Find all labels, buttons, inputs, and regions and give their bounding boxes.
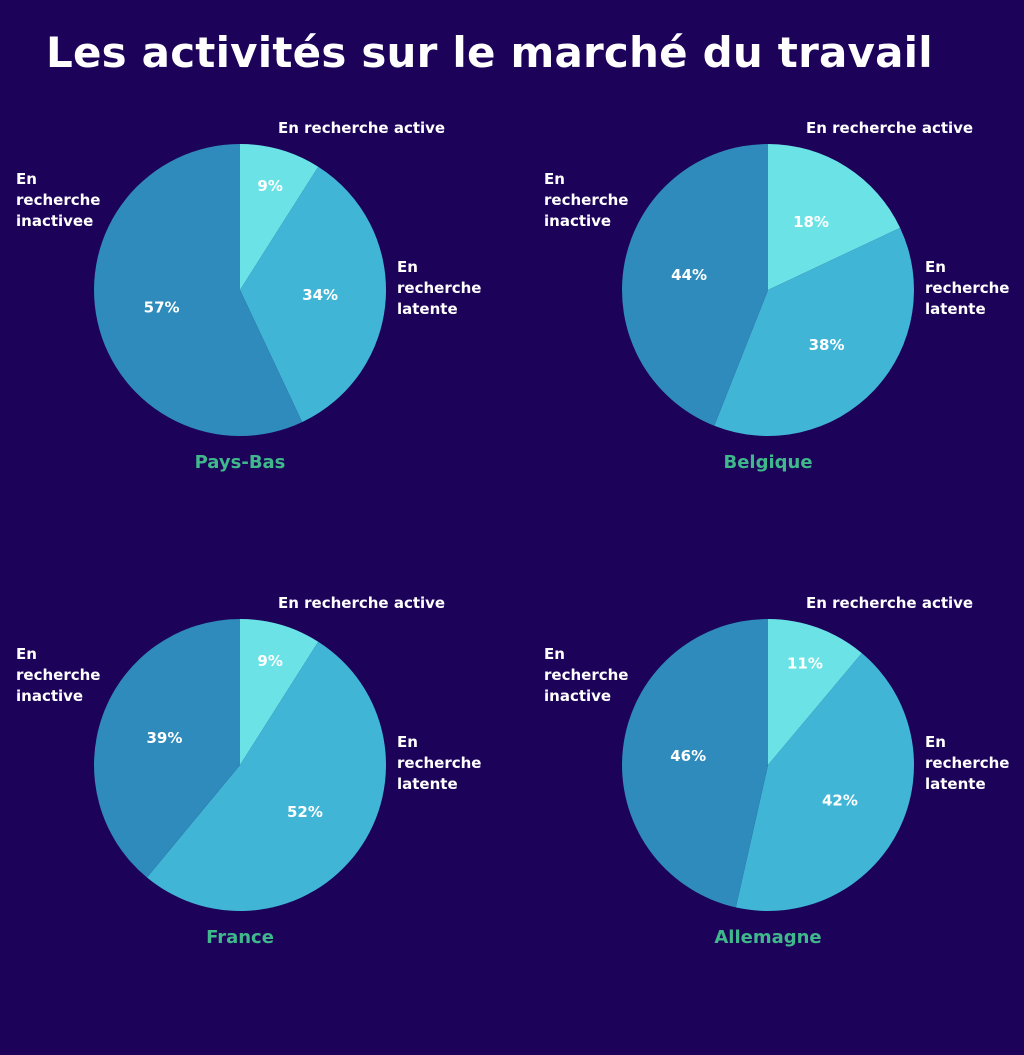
label-recherche-latente: En recherche latente [925,258,1010,318]
label-recherche-latente: En recherche latente [925,733,1010,793]
label-recherche-active: En recherche active [278,594,446,612]
slice-value-label: 44% [671,266,707,284]
slice-value-label: 39% [146,729,182,747]
pie-chart-france: 9% 52% 39% [94,619,387,912]
slice-value-label: 38% [809,336,845,354]
label-recherche-active: En recherche active [806,119,974,137]
pie-slice-latente [146,641,387,912]
slice-value-label: 11% [787,654,823,672]
country-label: Allemagne [714,927,822,948]
pie-panel-france: 9% 52% 39% En recherche active En recherche la… [0,585,512,1055]
pie-panel-belgique: 18% 38% 44% En recherche active En recherche l… [528,110,1024,580]
label-recherche-inactive: En recherche inactive [16,645,101,705]
label-recherche-inactive: En recherche inactivee [16,170,101,230]
label-recherche-latente: En recherche latente [397,258,482,318]
slice-value-label: 42% [822,792,858,810]
pie-slice-inactive [622,619,768,908]
pie-slice-active [240,619,319,765]
pie-chart-belgique: 18% 38% 44% [621,144,914,436]
label-recherche-inactive: En recherche inactive [544,645,629,705]
country-label: France [206,927,274,948]
country-label: Belgique [723,452,813,473]
pie-panel-allemagne: 11% 42% 46% En recherche active En recherche l… [528,585,1024,1055]
pie-slice-latente [714,227,914,436]
pie-panel-pays-bas: 9% 34% 57% En recherche active En recherche la… [0,110,512,580]
pie-slice-active [768,619,862,765]
slice-value-label: 46% [670,747,706,765]
pie-slice-active [240,144,319,290]
country-label: Pays-Bas [194,452,286,473]
pie-slice-latente [240,166,386,423]
pie-slice-latente [735,653,914,911]
slice-value-label: 57% [144,299,180,317]
slice-value-label: 9% [257,177,282,195]
label-recherche-inactive: En recherche inactive [544,170,629,230]
label-recherche-active: En recherche active [806,594,974,612]
pie-slice-inactive [93,144,303,437]
page-title: Les activités sur le marché du travail [46,28,933,77]
slice-value-label: 9% [257,652,282,670]
pie-slice-active [768,144,901,290]
slice-value-label: 34% [302,286,338,304]
label-recherche-active: En recherche active [278,119,446,137]
slice-value-label: 18% [793,213,829,231]
pie-chart-pays-bas: 9% 34% 57% [93,144,386,437]
slice-value-label: 52% [287,803,323,821]
pie-chart-allemagne: 11% 42% 46% [622,619,914,911]
pie-slice-inactive [94,619,240,878]
label-recherche-latente: En recherche latente [397,733,482,793]
pie-slice-inactive [621,144,768,426]
